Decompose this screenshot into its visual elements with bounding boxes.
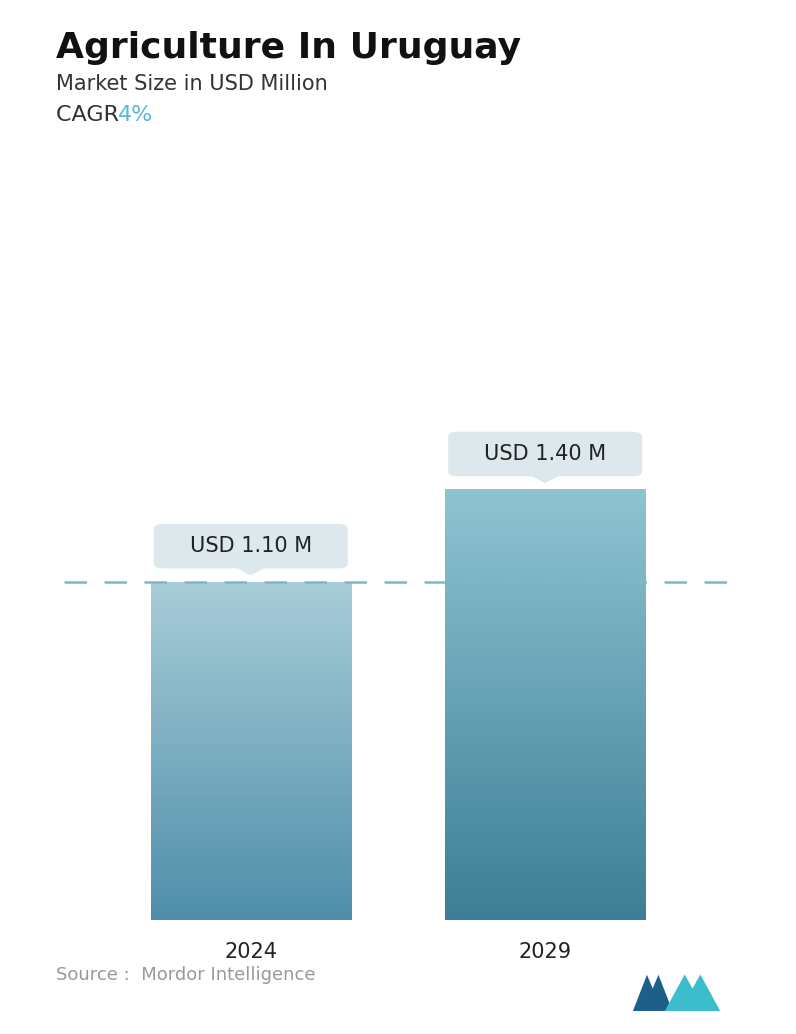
FancyBboxPatch shape	[448, 432, 642, 477]
Text: USD 1.10 M: USD 1.10 M	[189, 537, 312, 556]
Text: Agriculture In Uruguay: Agriculture In Uruguay	[56, 31, 521, 65]
Text: 4%: 4%	[118, 105, 153, 125]
Text: CAGR: CAGR	[56, 105, 126, 125]
Polygon shape	[677, 960, 708, 989]
Polygon shape	[641, 960, 665, 989]
Polygon shape	[525, 472, 565, 483]
FancyBboxPatch shape	[154, 524, 348, 569]
Text: Source :  Mordor Intelligence: Source : Mordor Intelligence	[56, 967, 315, 984]
Polygon shape	[665, 960, 720, 1011]
Text: USD 1.40 M: USD 1.40 M	[484, 444, 607, 464]
Polygon shape	[231, 564, 271, 575]
Text: Market Size in USD Million: Market Size in USD Million	[56, 74, 327, 94]
Polygon shape	[633, 960, 673, 1011]
